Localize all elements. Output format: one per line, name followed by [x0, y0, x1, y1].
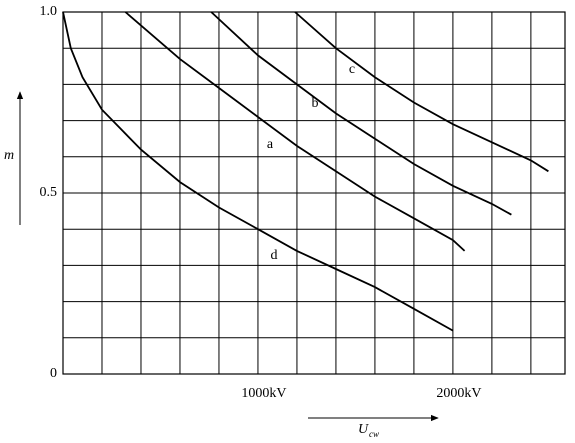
curve-label: c: [349, 62, 355, 77]
x-tick-label: 2000kV: [436, 386, 481, 401]
x-tick-label: 1000kV: [241, 386, 286, 401]
curve-label: a: [267, 137, 274, 152]
curve: [62, 11, 454, 332]
x-axis-label-sub: cw: [369, 429, 379, 439]
curve: [124, 11, 466, 252]
curve: [294, 11, 549, 173]
curve: [210, 11, 512, 216]
curve-label: d: [271, 248, 278, 263]
y-tick-label: 1.0: [40, 4, 58, 19]
x-axis-label: U: [358, 422, 369, 437]
y-tick-label: 0.5: [40, 185, 58, 200]
y-axis-label: m: [4, 148, 14, 163]
curve-label: b: [312, 96, 319, 111]
y-tick-label: 0: [50, 366, 57, 381]
